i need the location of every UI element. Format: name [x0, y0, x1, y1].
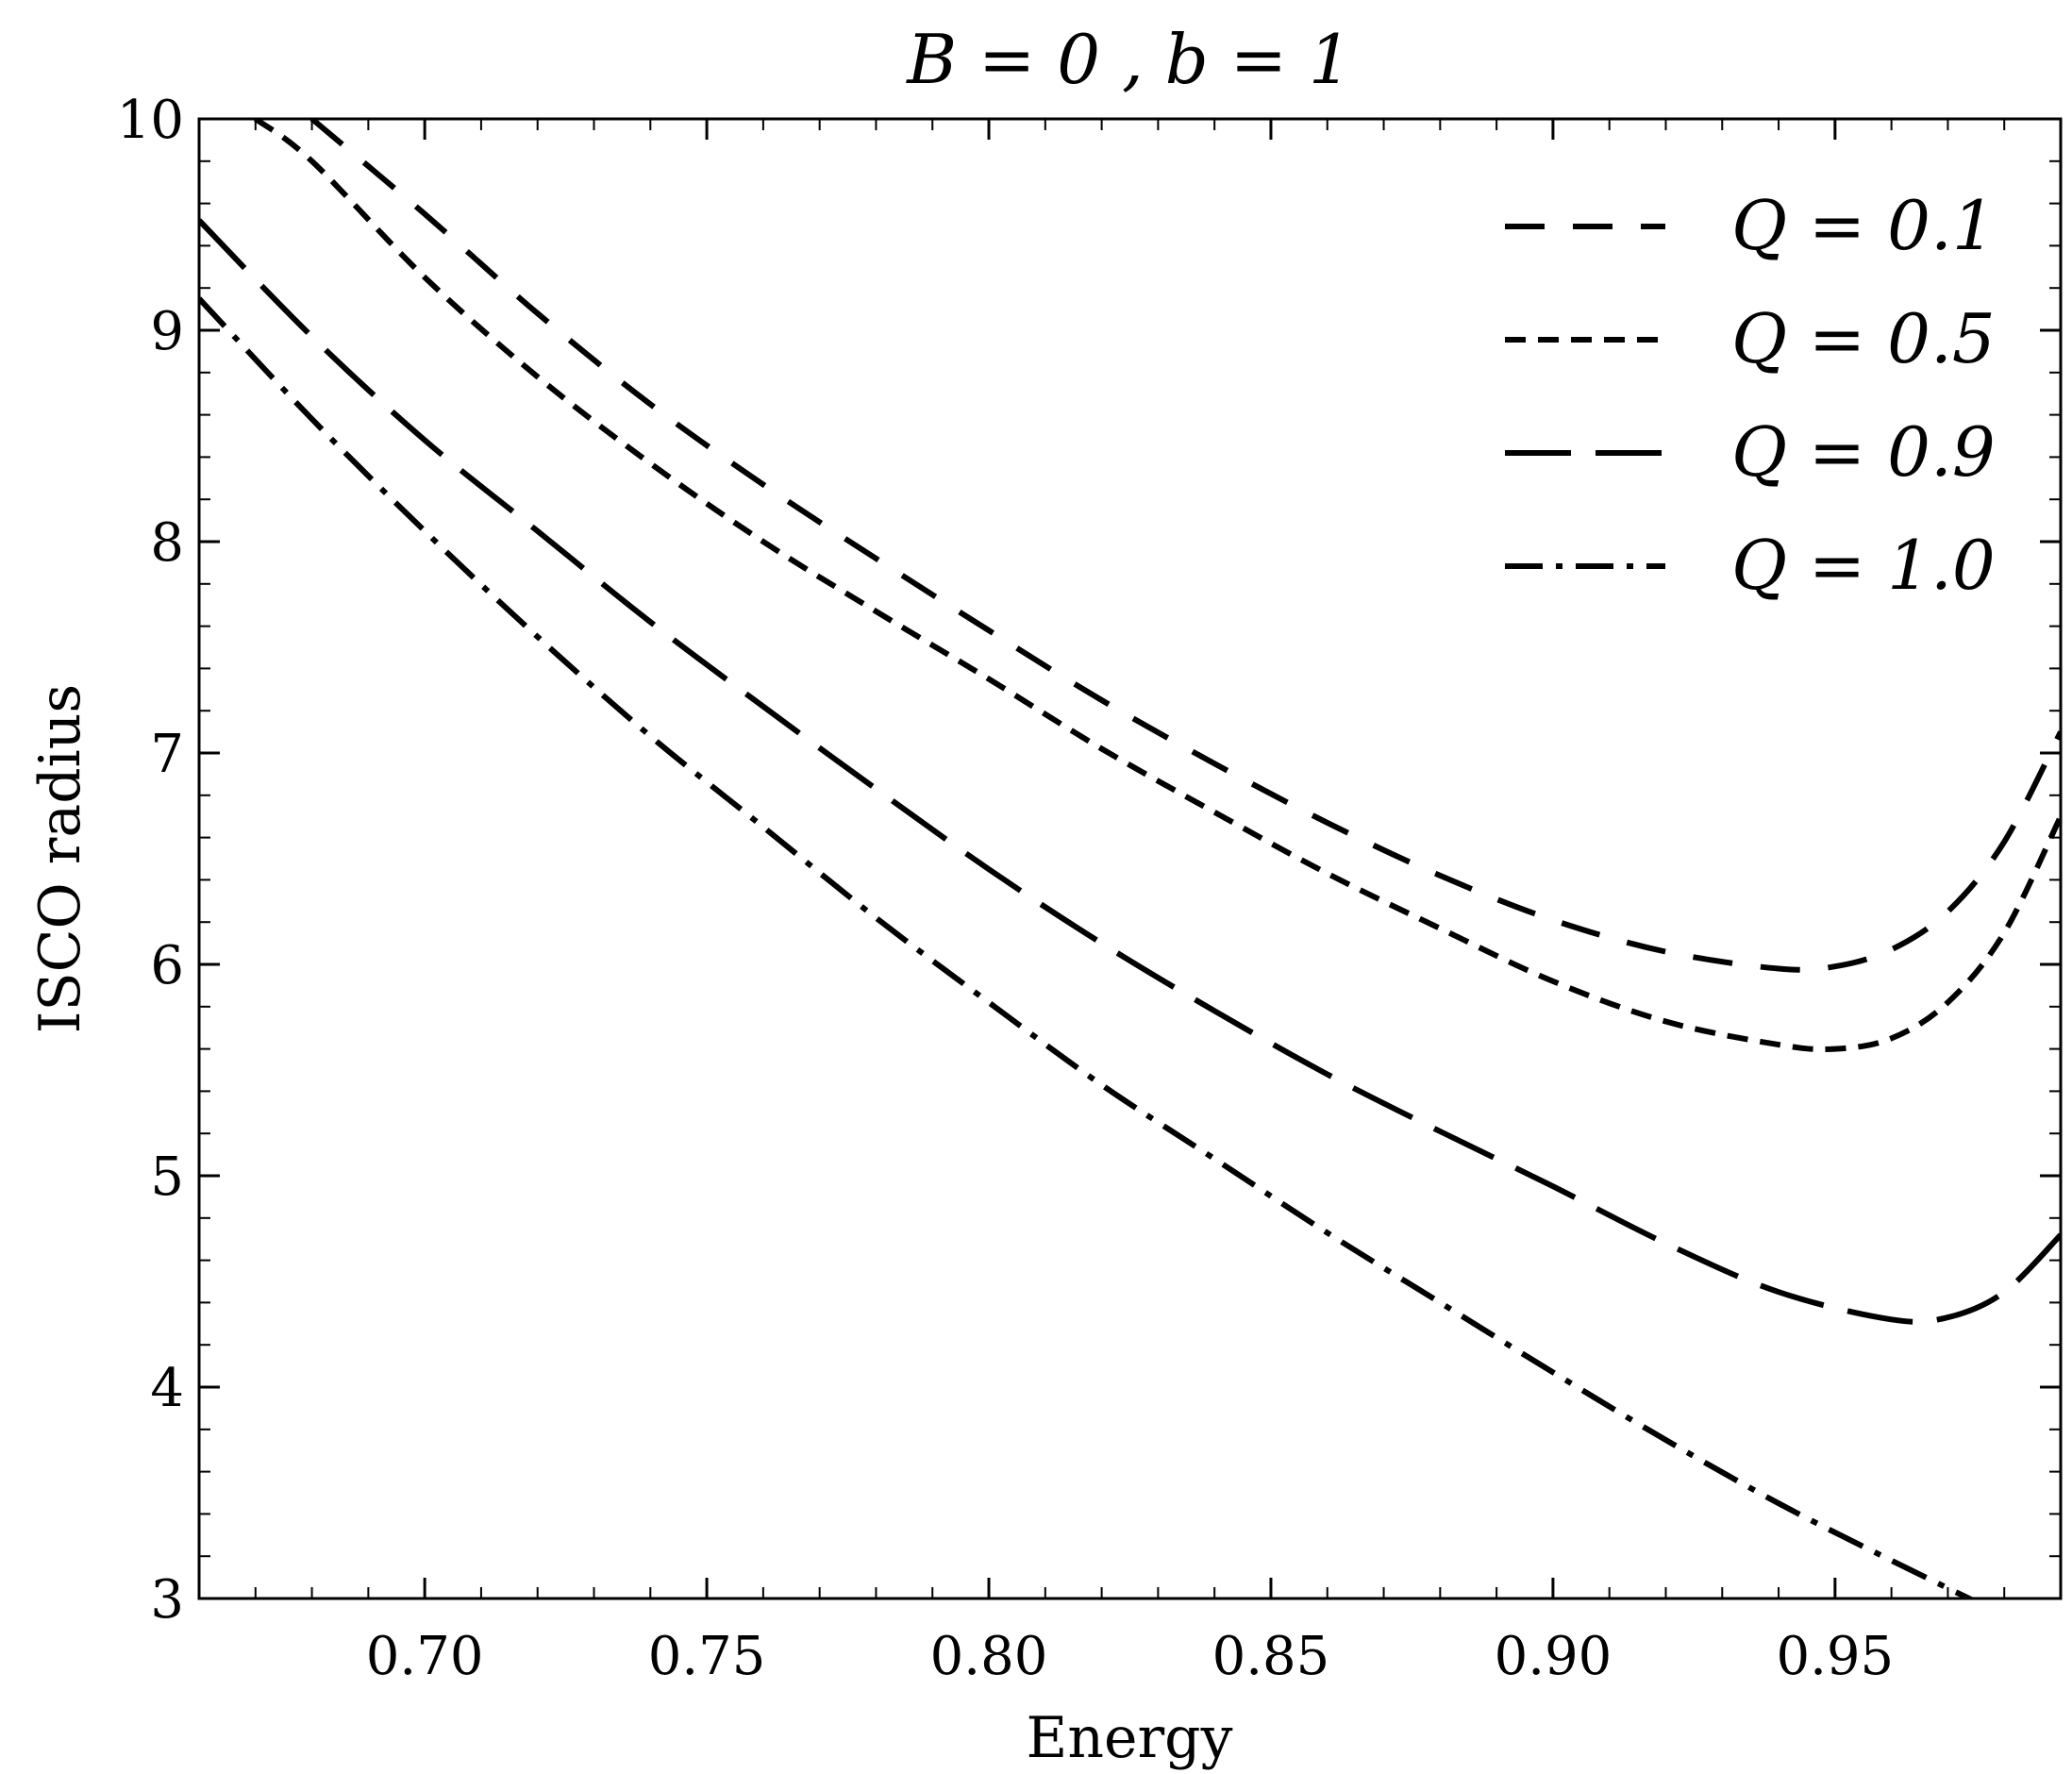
- y-tick-label: 9: [150, 301, 184, 362]
- x-tick-label: 0.90: [1495, 1626, 1612, 1687]
- x-tick-label: 0.70: [366, 1626, 484, 1687]
- ticks-layer: 0.70 0.75 0.80 0.85 0.90 0.95 3 4 5 6 7 8 9 10: [117, 90, 2062, 1687]
- y-axis-label: ISCO radius: [27, 684, 93, 1033]
- x-tick-label: 0.95: [1777, 1626, 1895, 1687]
- series-line-2: [254, 119, 2061, 1053]
- y-tick-label: 4: [150, 1358, 184, 1419]
- legend-label-3: Q = 0.9: [1731, 412, 1996, 492]
- x-tick-label: 0.85: [1212, 1626, 1330, 1687]
- chart-title: B = 0 , b = 1: [905, 20, 1351, 99]
- legend: Q = 0.1 Q = 0.5 Q = 0.9 Q = 1.0: [1505, 186, 1996, 605]
- y-tick-label: 5: [150, 1146, 184, 1208]
- legend-label-4: Q = 1.0: [1731, 526, 1996, 605]
- series-line-4: [199, 296, 1976, 1598]
- legend-label-2: Q = 0.5: [1731, 299, 1996, 378]
- y-tick-label: 7: [150, 724, 184, 785]
- series-layer: [199, 119, 2061, 1598]
- y-tick-label: 10: [117, 90, 184, 151]
- series-line-3: [199, 218, 2061, 1325]
- y-tick-label: 8: [150, 512, 184, 574]
- x-tick-label: 0.75: [648, 1626, 766, 1687]
- series-line-1: [309, 119, 2061, 973]
- y-tick-label: 3: [150, 1569, 184, 1631]
- x-axis-label: Energy: [1027, 1705, 1233, 1771]
- legend-label-1: Q = 0.1: [1731, 186, 1996, 265]
- plot-frame: [197, 117, 2063, 1600]
- x-tick-label: 0.80: [930, 1626, 1048, 1687]
- y-tick-label: 6: [150, 935, 184, 996]
